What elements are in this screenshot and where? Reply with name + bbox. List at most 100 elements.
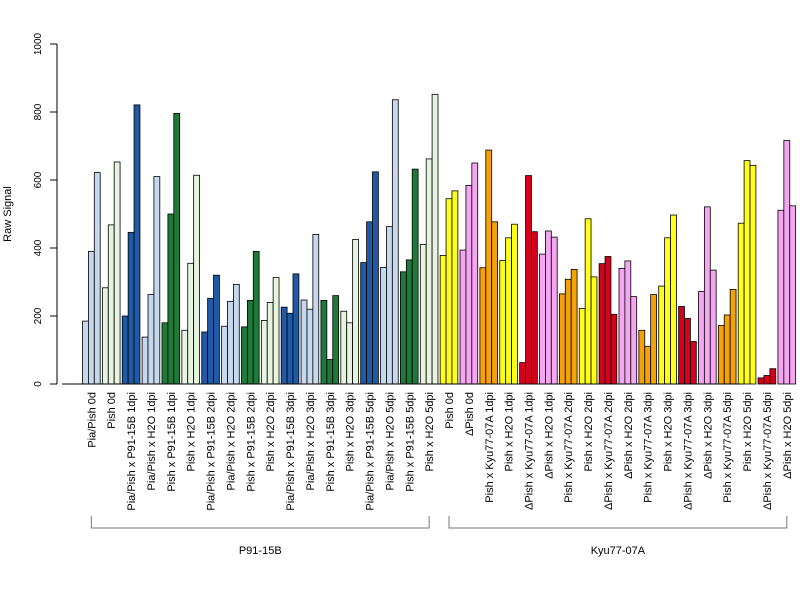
bar [280, 306, 288, 385]
y-tick-label: 400 [33, 239, 44, 256]
x-tick-label: Pish x P91-15B 1dpi [166, 392, 178, 492]
bar [326, 359, 334, 385]
bar [729, 289, 737, 385]
y-axis-title: Raw Signal [2, 186, 14, 242]
bar [213, 274, 220, 385]
bar [690, 341, 697, 385]
bar [505, 237, 512, 385]
bar [300, 299, 308, 385]
bar [332, 295, 340, 385]
bar [531, 231, 538, 385]
bar [479, 267, 487, 385]
bar [664, 237, 671, 385]
y-tick-label: 600 [33, 171, 44, 188]
bar [717, 325, 725, 385]
bar [173, 112, 181, 385]
x-tick-label: Pish x H2O 5dpi [742, 392, 754, 471]
bar [485, 149, 493, 385]
group-brackets: P91-15B Kyu77-07A [90, 516, 788, 557]
bar [743, 160, 751, 385]
bar [519, 362, 526, 385]
bar [539, 253, 546, 385]
x-tick-label: Pish x P91-15B 3dpi [325, 392, 337, 492]
x-tick-label: Pia/Pish 0d [86, 392, 98, 448]
bar [578, 308, 586, 385]
x-tick-label: Pish x H2O 2dpi [265, 392, 277, 471]
x-tick-label: Pia/Pish x P91-15B 1dpi [126, 392, 138, 511]
bar [550, 236, 558, 385]
bar [201, 331, 209, 385]
plot-area [82, 93, 797, 385]
bar [630, 296, 638, 385]
bar [459, 249, 467, 385]
bar [658, 285, 666, 385]
group-bracket [448, 516, 788, 529]
bar [624, 260, 632, 385]
bar [232, 283, 240, 385]
bar [737, 222, 745, 385]
bar [360, 262, 367, 385]
bar [499, 260, 507, 385]
bar [380, 266, 387, 385]
x-tick-label: Pish x Kyu77-07A 1dpi [484, 392, 496, 503]
bar [153, 176, 161, 385]
bar [604, 256, 612, 385]
x-tick-label: Pish x H2O 2dpi [583, 392, 595, 471]
bar [161, 322, 169, 385]
bar [650, 294, 657, 385]
bar [419, 244, 427, 385]
x-tick-label: Pish 0d [106, 392, 118, 429]
bar [405, 259, 413, 385]
x-tick-label: Pish x Kyu77-07A 5dpi [722, 392, 734, 503]
bar [783, 140, 791, 385]
bar [312, 233, 320, 385]
x-tick-label: Pish x P91-15B 5dpi [404, 392, 416, 492]
bar [644, 345, 652, 385]
bar [306, 308, 314, 385]
bar [425, 158, 433, 385]
x-tick-label: Pish x P91-15B 2dpi [245, 392, 257, 492]
bar [558, 293, 566, 385]
x-tick-label: Pish x Kyu77-07A 3dpi [643, 392, 655, 503]
bar [678, 306, 685, 385]
bar [763, 375, 771, 385]
x-tick-label: ΔPish x H2O 3dpi [702, 392, 714, 479]
bar [564, 278, 572, 385]
bar [445, 198, 453, 385]
x-tick-label: Pia/Pish x H2O 1dpi [146, 392, 158, 490]
bar [491, 221, 499, 385]
bar [789, 205, 797, 385]
bar [709, 269, 717, 385]
group-label: P91-15B [239, 545, 282, 557]
x-tick-label: ΔPish x Kyu77-07A 2dpi [603, 392, 615, 510]
bar [346, 322, 354, 385]
x-tick-label: ΔPish x H2O 1dpi [543, 392, 555, 479]
bar [411, 168, 419, 385]
bar [252, 250, 260, 385]
x-tick-label: Pish x H2O 3dpi [663, 392, 675, 471]
bar [167, 213, 175, 385]
x-tick-label: Pia/Pish x P91-15B 3dpi [285, 392, 297, 511]
bar [207, 297, 214, 385]
bar [400, 271, 407, 385]
x-tick-label: Pia/Pish x H2O 2dpi [225, 392, 237, 490]
x-tick-label: ΔPish x Kyu77-07A 1dpi [523, 392, 535, 510]
bar [133, 104, 141, 385]
x-tick-label: ΔPish x Kyu77-07A 3dpi [682, 392, 694, 510]
x-tick-label: Pish x Kyu77-07A 2dpi [563, 392, 575, 503]
bar [391, 99, 399, 385]
bar [193, 174, 200, 385]
bar [465, 185, 473, 385]
x-tick-label: Pia/Pish x H2O 5dpi [384, 392, 396, 490]
bar [221, 325, 228, 385]
bar [181, 329, 189, 385]
bar [88, 250, 95, 385]
bar [684, 317, 691, 385]
x-tick-label: Pia/Pish x P91-15B 5dpi [365, 392, 377, 511]
bar [451, 190, 459, 385]
bar [101, 287, 109, 385]
x-tick-label: ΔPish 0d [464, 392, 476, 436]
x-tick-label: ΔPish x Kyu77-07A 5dpi [762, 392, 774, 510]
bar [127, 231, 135, 385]
bar [107, 224, 115, 385]
